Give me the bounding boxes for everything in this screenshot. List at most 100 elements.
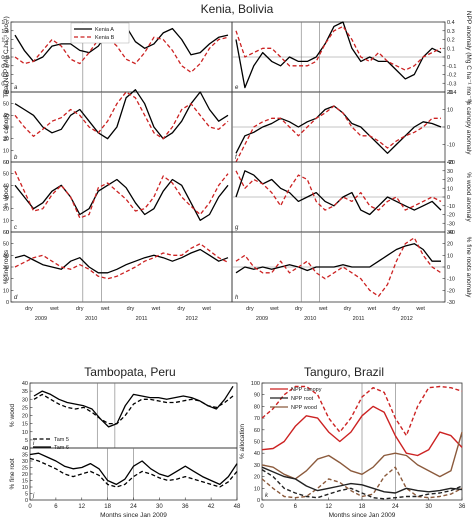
series-line (33, 393, 234, 425)
panel-frame (10, 161, 233, 233)
series-line (235, 170, 442, 216)
panel-letter: c (14, 225, 17, 231)
legend-label: Kenia A (95, 27, 114, 33)
panel-letter: e (235, 85, 239, 91)
y-tick-label: -30 (447, 300, 455, 306)
y-tick-label: 0 (6, 160, 9, 166)
year-label: 2009 (35, 316, 47, 322)
y-tick-label: 30 (447, 169, 453, 175)
y-tick-label: 100 (251, 381, 260, 387)
panel-letter: g (235, 225, 239, 231)
y-tick-label: 0 (25, 498, 28, 504)
x-tick-label: 6 (54, 504, 58, 510)
y-tick-label: 5 (25, 492, 28, 498)
y-tick-label: 20 (447, 90, 453, 96)
y-axis-label: % wood (9, 404, 16, 428)
y-tick-label: 15 (22, 422, 28, 428)
y-axis-label: Total NPP (Mg C ha⁻¹ mo⁻¹) (3, 16, 10, 98)
y-tick-label: 10 (447, 186, 453, 192)
panel-letter: j (32, 493, 35, 499)
y-tick-label: -40 (447, 230, 455, 236)
legend-label: Kenia B (95, 35, 115, 41)
y-tick-label: 60 (3, 160, 9, 166)
x-tick-label: 24 (130, 504, 137, 510)
y-tick-label: 10 (3, 218, 9, 224)
y-tick-label: 10 (3, 288, 9, 294)
season-label: dry (246, 306, 254, 312)
x-tick-label: 12 (78, 504, 85, 510)
y-tick-label: -0.2 (447, 73, 456, 79)
y-tick-label: 0.2 (447, 38, 455, 44)
y-tick-label: 5 (25, 438, 28, 444)
series-line (261, 405, 463, 457)
mid-left-title: Tambopata, Peru (84, 365, 175, 379)
y-tick-label: 0.4 (1, 73, 9, 79)
x-axis-label: Months since Jan 2009 (329, 512, 396, 519)
y-tick-label: 30 (22, 459, 28, 465)
y-tick-label: 0.1 (447, 46, 455, 52)
panel-k: 0 10 20 30 40 50 60 70 80 90 100 % allocation k0 6 12 1… (239, 381, 466, 519)
series-line (14, 178, 229, 221)
y-axis-label: % canopy anomaly (465, 100, 472, 156)
x-tick-label: 36 (459, 504, 466, 510)
series-line (29, 457, 238, 488)
y-axis-label: % fine roots (3, 249, 10, 284)
y-tick-label: 15 (22, 479, 28, 485)
y-tick-label: 0.4 (447, 20, 455, 26)
y-tick-label: 80 (254, 404, 260, 410)
legend: NPP canopy NPP root NPP wood (270, 387, 322, 411)
y-tick-label: 0 (257, 498, 260, 504)
legend-label: NPP canopy (291, 387, 322, 393)
y-tick-label: 0 (6, 90, 9, 96)
season-label: dry (25, 306, 33, 312)
legend: Kenia A Kenia B (70, 22, 130, 44)
series-line (29, 452, 238, 486)
y-tick-label: 0 (447, 195, 450, 201)
year-label: 2012 (401, 316, 413, 322)
y-tick-label: 0 (6, 230, 9, 236)
y-tick-label: 50 (3, 172, 9, 178)
y-tick-label: -0.4 (447, 90, 456, 96)
y-tick-label: 0 (447, 265, 450, 271)
y-tick-label: 30 (3, 265, 9, 271)
y-tick-label: 1.6 (1, 20, 9, 26)
legend-label: Tam 5 (54, 437, 69, 443)
y-tick-label: 0 (447, 125, 450, 131)
y-tick-label: 0 (6, 300, 9, 306)
y-tick-label: 0 (447, 55, 450, 61)
legend-label: NPP root (291, 396, 314, 402)
y-tick-label: 1 (6, 46, 9, 52)
y-axis-label: % allocation (239, 424, 246, 459)
series-line (235, 21, 442, 89)
season-label: wet (318, 306, 328, 312)
season-label: wet (367, 306, 377, 312)
panel-letter: i (33, 441, 35, 447)
y-tick-label: 1.4 (1, 29, 9, 35)
series-line (33, 385, 234, 428)
legend-label: NPP wood (291, 405, 317, 411)
y-tick-label: 50 (3, 242, 9, 248)
panel-letter: f (235, 155, 238, 161)
season-label: dry (76, 306, 84, 312)
y-tick-label: -20 (447, 288, 455, 294)
panel-i: 0 5 10 15 20 25 30 35 40 % wood i (9, 381, 238, 452)
series-line (14, 243, 229, 280)
x-tick-label: 18 (104, 504, 111, 510)
legend-label: Tam 6 (54, 445, 69, 451)
x-tick-label: 42 (208, 504, 215, 510)
y-tick-label: -10 (447, 143, 455, 149)
y-tick-label: 10 (22, 485, 28, 491)
y-tick-label: 20 (254, 475, 260, 481)
season-label: wet (49, 306, 59, 312)
panel-e: -0.4 -0.3 -0.2 -0.1 0 0.1 0.2 0.3 0.4 NPP anomaly… (231, 11, 472, 103)
series-line (235, 105, 441, 163)
x-tick-label: 48 (234, 504, 241, 510)
year-label: 2010 (85, 316, 97, 322)
legend: Tam 5 Tam 6 (33, 437, 69, 451)
panel-letter: k (265, 493, 269, 499)
y-tick-label: 30 (254, 463, 260, 469)
top-title: Kenia, Bolivia (201, 2, 274, 16)
